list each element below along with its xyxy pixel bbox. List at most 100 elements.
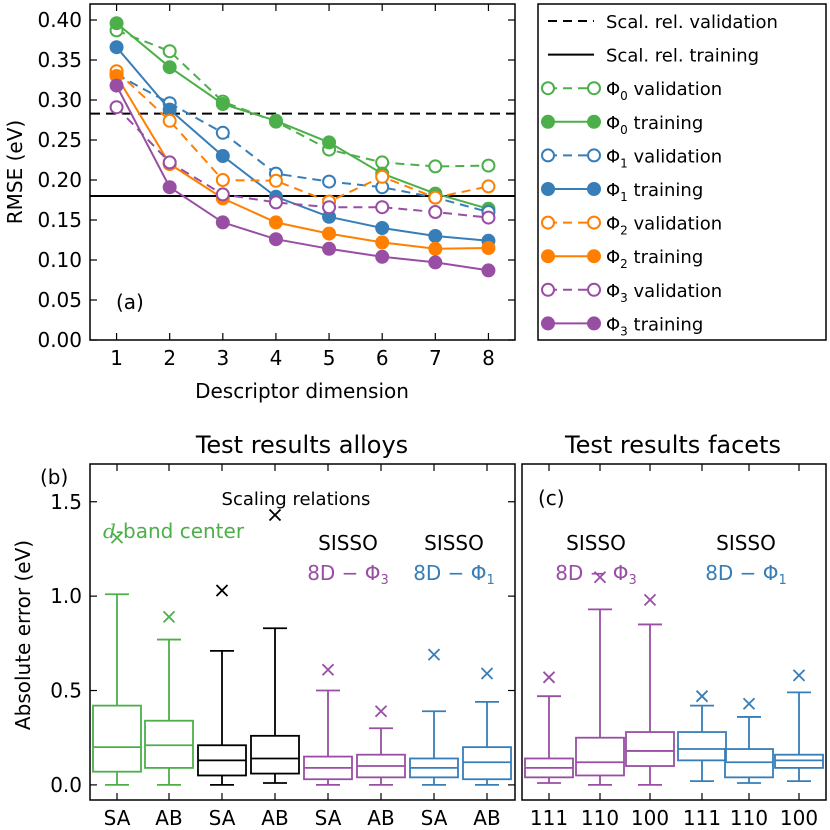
panel-a-xlabel: Descriptor dimension <box>195 379 409 403</box>
box-iqr <box>92 704 142 773</box>
box-2 <box>197 584 247 786</box>
series-line-2 <box>116 73 489 213</box>
panel-b-phi1-sub: 1 <box>487 573 495 588</box>
outlier-marker <box>695 690 709 703</box>
x-tick-label: SA <box>421 806 448 830</box>
legend-frame <box>537 3 827 341</box>
y-tick-label: 0.10 <box>37 248 82 272</box>
panel-b-sisso-phi1-desc: 8D − Φ1 <box>413 561 495 588</box>
outlier-marker <box>593 571 607 584</box>
legend-subscript: 1 <box>620 190 628 204</box>
legend-marker <box>587 249 601 264</box>
data-point <box>109 16 124 31</box>
legend-subscript: 0 <box>620 123 628 137</box>
data-point <box>375 221 390 235</box>
legend-text: validation <box>628 214 722 235</box>
legend-symbol: Φ <box>606 113 620 134</box>
x-tick-label: 5 <box>323 346 336 370</box>
legend-text: training <box>628 247 703 268</box>
legend-subscript: 3 <box>620 324 628 338</box>
legend-marker <box>587 114 601 129</box>
outlier-marker <box>162 610 176 624</box>
box-0 <box>92 531 142 786</box>
outlier-marker <box>742 697 756 710</box>
data-point <box>162 102 177 117</box>
panel-b-sisso-phi3-desc: 8D − Φ3 <box>307 561 389 588</box>
outlier-marker <box>427 648 441 661</box>
dband-d: d <box>103 519 116 543</box>
box-3 <box>250 508 300 784</box>
series-line-7 <box>115 85 489 272</box>
y-tick-label: 1.5 <box>50 490 82 514</box>
box-2 <box>625 593 675 786</box>
panel-c-title: Test results facets <box>564 431 781 459</box>
box-iqr <box>677 731 727 762</box>
legend-symbol: Φ <box>606 214 620 235</box>
legend-entry-1: Scal. rel. training <box>548 46 759 67</box>
y-tick-label: 0.05 <box>37 288 82 312</box>
x-tick-label: AB <box>261 806 288 830</box>
panel-c-phi1-sub: 1 <box>779 573 787 588</box>
panel-b-label: (b) <box>40 465 68 489</box>
legend-label: Scal. rel. validation <box>606 12 778 33</box>
data-point <box>215 187 230 202</box>
legend-label: Φ3 training <box>606 314 703 338</box>
panel-b-box-chart: Test results alloys SA AB SA AB SA AB SA AB 0.0 0… <box>11 431 516 830</box>
data-point <box>268 215 283 230</box>
panel-a-label: (a) <box>116 290 144 314</box>
legend-subscript: 2 <box>620 257 628 271</box>
panel-b-frame <box>89 463 516 801</box>
legend-symbol: Φ <box>606 247 620 268</box>
outlier-marker <box>643 593 657 607</box>
legend-marker <box>587 282 601 297</box>
legend-subscript: 1 <box>620 156 628 170</box>
legend-subscript: 0 <box>620 89 628 103</box>
box-1 <box>144 610 194 786</box>
data-point <box>481 158 496 173</box>
box-7 <box>462 667 512 786</box>
box-iqr <box>625 731 675 767</box>
legend-text: training <box>628 180 703 201</box>
data-point <box>268 232 283 247</box>
legend-marker <box>541 114 555 129</box>
legend-symbol: Φ <box>606 146 620 167</box>
x-tick-label: 111 <box>530 806 568 830</box>
box-iqr <box>250 734 300 775</box>
panel-b-sisso-phi3-title: SISSO <box>318 531 378 555</box>
legend-marker <box>541 249 555 264</box>
legend-entry-0: Scal. rel. validation <box>548 12 778 33</box>
data-point <box>481 241 496 255</box>
legend-symbol: Φ <box>606 79 620 100</box>
data-point <box>268 113 283 128</box>
series-6 <box>109 100 496 225</box>
data-point <box>162 155 177 170</box>
data-point <box>162 44 177 59</box>
data-point <box>322 174 337 189</box>
panel-c-sisso-phi3-title: SISSO <box>566 531 626 555</box>
data-point <box>428 205 443 219</box>
y-tick-label: 0.15 <box>37 208 82 232</box>
y-tick-label: 0.40 <box>37 8 82 32</box>
y-tick-label: 0.0 <box>50 773 82 797</box>
x-tick-label: 1 <box>110 346 123 370</box>
legend-text: training <box>628 113 703 134</box>
series-line-5 <box>115 75 489 250</box>
data-point <box>428 255 443 270</box>
legend-entry-8: Φ3 validation <box>541 281 722 305</box>
box-4 <box>303 663 353 786</box>
legend-label: Φ0 validation <box>606 79 722 103</box>
panel-b-ylabel: Absolute error (eV) <box>11 540 35 730</box>
legend-label: Φ2 training <box>606 247 703 271</box>
box-5 <box>774 669 824 783</box>
series-line-0 <box>116 29 489 168</box>
x-tick-label: 3 <box>216 346 229 370</box>
x-tick-label: 111 <box>683 806 721 830</box>
data-point <box>428 190 443 205</box>
data-point <box>162 60 177 75</box>
data-point <box>481 263 496 278</box>
data-point <box>375 169 390 184</box>
data-point <box>215 173 230 187</box>
data-point <box>375 200 390 215</box>
x-tick-label: SA <box>209 806 236 830</box>
